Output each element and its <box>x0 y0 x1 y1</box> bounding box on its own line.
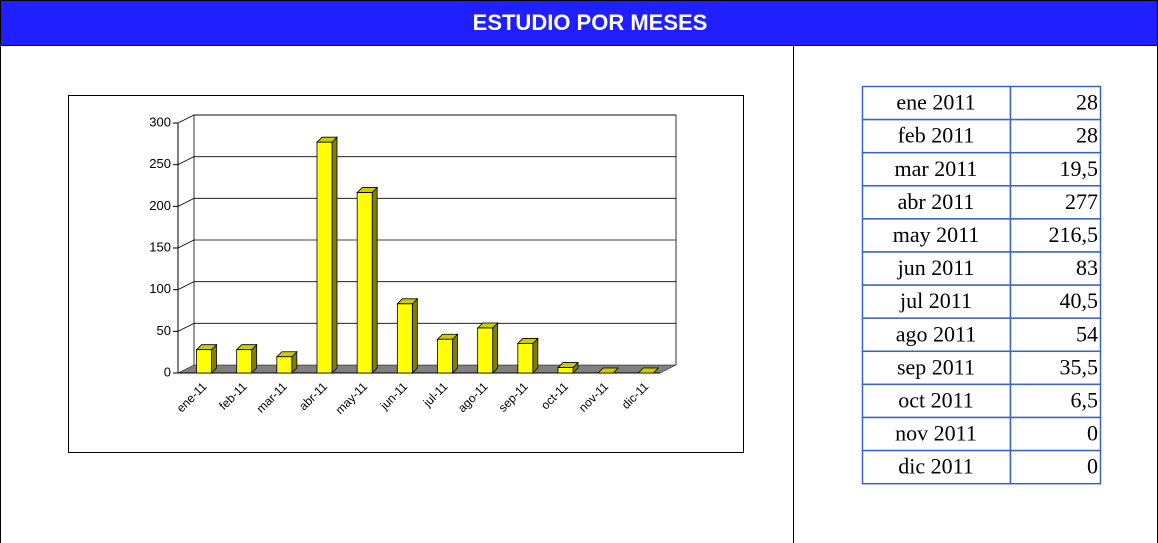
month-label: abr 2011 <box>898 189 975 214</box>
bar-side <box>492 322 499 374</box>
y-tick-label: 300 <box>149 114 171 129</box>
month-value: 6,5 <box>1071 387 1099 412</box>
header-title: ESTUDIO POR MESES <box>473 10 708 35</box>
bar <box>517 343 534 374</box>
month-label: nov 2011 <box>895 421 977 446</box>
month-value: 54 <box>1076 321 1098 346</box>
bar <box>477 327 494 374</box>
bar-side <box>411 297 418 374</box>
table-cell <box>1009 449 1102 485</box>
month-value: 83 <box>1076 255 1098 280</box>
month-value: 28 <box>1076 123 1098 148</box>
month-value: 0 <box>1087 421 1098 446</box>
grid-line <box>177 156 195 166</box>
chart-frame <box>68 95 744 453</box>
grid-line <box>177 322 195 332</box>
bar-top <box>597 367 620 374</box>
month-label: may 2011 <box>893 222 980 247</box>
table-cell <box>1009 284 1102 319</box>
header-bar <box>0 0 1158 46</box>
y-tick-label: 200 <box>149 198 171 213</box>
table-cell <box>861 284 1012 319</box>
month-value: 19,5 <box>1060 156 1099 181</box>
month-value: 216,5 <box>1049 222 1099 247</box>
table-cell <box>861 218 1012 253</box>
month-value: 0 <box>1087 454 1098 479</box>
grid-line <box>177 197 195 207</box>
table-cell <box>1009 383 1102 419</box>
month-label: ago 2011 <box>896 321 976 346</box>
month-label: ene 2011 <box>896 90 975 115</box>
bar <box>316 141 333 374</box>
table-cell <box>861 350 1012 386</box>
table-cell <box>861 449 1012 485</box>
grid-line <box>177 281 195 291</box>
month-value: 40,5 <box>1060 288 1099 313</box>
month-label: feb 2011 <box>898 123 975 148</box>
month-label: mar 2011 <box>895 156 978 181</box>
month-label: sep 2011 <box>897 354 975 379</box>
grid-line <box>177 239 195 249</box>
bar <box>196 349 212 374</box>
bar <box>396 303 413 374</box>
bar <box>437 338 453 374</box>
y-tick-label: 50 <box>157 323 171 338</box>
bar-top <box>637 367 660 374</box>
table-cell <box>1009 251 1102 286</box>
y-tick-label: 150 <box>149 239 171 254</box>
grid-line <box>177 114 195 124</box>
bar <box>236 349 253 374</box>
month-value: 35,5 <box>1060 354 1099 379</box>
table: ene 2011 28 feb 2011 28 mar 2011 19,5 abr 2011… <box>861 85 1102 485</box>
table-cell <box>1009 85 1102 121</box>
bar <box>557 367 574 374</box>
month-label: dic 2011 <box>898 454 974 479</box>
bar-side <box>452 333 458 374</box>
bar-side <box>331 136 338 374</box>
y-tick-label: 100 <box>149 281 171 296</box>
bar-side <box>532 337 539 374</box>
month-value: 28 <box>1076 90 1098 115</box>
table-cell <box>1009 118 1102 154</box>
bar-side <box>371 186 378 374</box>
month-value: 277 <box>1065 189 1098 214</box>
bar <box>276 356 293 374</box>
month-label: jul 2011 <box>899 288 972 313</box>
y-tick-label: 0 <box>164 364 171 379</box>
table-cell <box>1009 317 1102 353</box>
month-label: oct 2011 <box>898 387 974 412</box>
y-tick-label: 250 <box>149 156 171 171</box>
bar <box>356 192 373 374</box>
month-label: jun 2011 <box>897 255 975 280</box>
